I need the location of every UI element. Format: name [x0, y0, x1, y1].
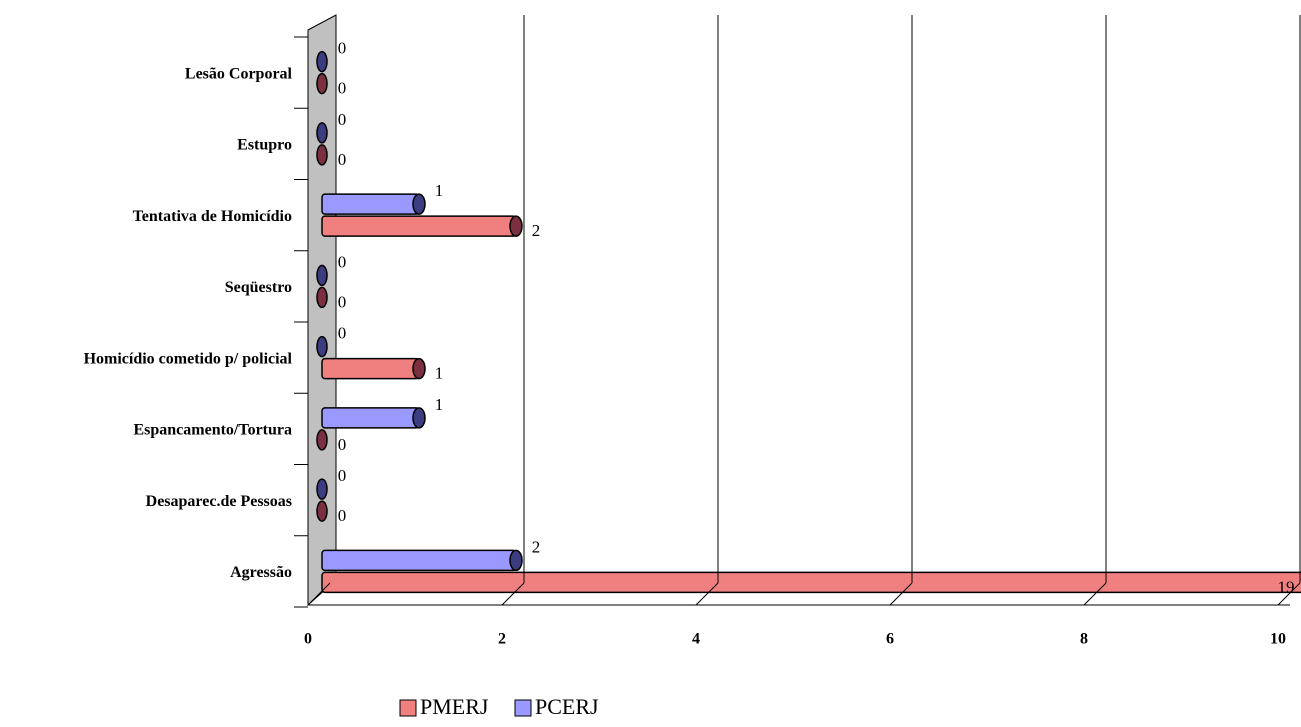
bar-body	[321, 571, 1301, 594]
bar	[316, 50, 328, 73]
bar-cap	[316, 478, 328, 500]
bar-cap	[316, 50, 328, 73]
bar-cap	[316, 144, 328, 166]
value-label: 0	[338, 79, 347, 98]
bar-cap	[509, 549, 523, 572]
value-label: 0	[338, 324, 347, 343]
bar-body	[321, 193, 420, 215]
bar	[321, 215, 523, 237]
bar-cap	[412, 357, 426, 380]
floor-tick	[307, 582, 331, 606]
bar	[316, 429, 328, 451]
legend-swatch	[514, 699, 532, 717]
bar-body	[321, 407, 420, 429]
value-label: 1	[435, 395, 444, 414]
floor-tick	[1083, 582, 1107, 606]
value-label: 0	[338, 435, 347, 454]
bar-cap	[316, 122, 328, 144]
x-tick-label: 8	[1080, 631, 1088, 648]
bar-cap	[316, 500, 328, 522]
legend-swatch	[399, 699, 417, 717]
bar-cap	[412, 193, 426, 215]
value-label: 0	[338, 252, 347, 271]
value-label: 0	[338, 506, 347, 525]
legend-label: PMERJ	[420, 694, 489, 719]
bar	[316, 122, 328, 144]
value-label: 0	[338, 292, 347, 311]
y-tick-label: Homicídio cometido p/ policial	[84, 350, 293, 367]
value-label: 19	[1278, 577, 1295, 596]
bar	[321, 571, 1301, 594]
y-tick-label: Seqüestro	[225, 279, 292, 296]
value-label: 0	[338, 110, 347, 129]
y-tick-label: Agressão	[230, 564, 292, 581]
bar	[316, 144, 328, 166]
bar	[316, 478, 328, 500]
bar-cap	[412, 407, 426, 429]
value-label: 0	[338, 150, 347, 169]
bar-cap	[316, 72, 328, 95]
value-label: 0	[338, 466, 347, 485]
y-tick-label: Estupro	[237, 137, 292, 154]
x-tick-label: 6	[886, 631, 894, 648]
bar	[321, 407, 426, 429]
bar	[321, 357, 426, 380]
bar-cap	[316, 264, 328, 287]
floor-tick	[889, 582, 913, 606]
bar	[316, 286, 328, 309]
bar	[316, 500, 328, 522]
x-tick-label: 10	[1270, 631, 1286, 648]
x-tick-label: 2	[498, 631, 506, 648]
bar-cap	[316, 286, 328, 309]
bar-cap	[509, 215, 523, 237]
bar-body	[321, 357, 420, 380]
bar-body	[321, 549, 517, 572]
legend-label: PCERJ	[535, 694, 599, 719]
value-label: 2	[532, 221, 541, 240]
value-label: 0	[338, 39, 347, 58]
floor-tick	[501, 582, 525, 606]
bar	[321, 193, 426, 215]
bar-body	[321, 215, 517, 237]
bar	[316, 335, 328, 358]
floor-tick	[1277, 582, 1301, 606]
value-label: 1	[435, 364, 444, 383]
value-label: 2	[532, 537, 541, 556]
value-label: 1	[435, 181, 444, 200]
bar	[316, 264, 328, 287]
bar	[321, 549, 523, 572]
x-tick-label: 4	[692, 631, 700, 648]
x-tick-label: 0	[304, 631, 312, 648]
bar	[316, 72, 328, 95]
y-tick-label: Tentativa de Homicídio	[133, 208, 292, 225]
y-tick-label: Lesão Corporal	[185, 65, 293, 82]
y-tick-label: Espancamento/Tortura	[133, 422, 292, 439]
bar-cap	[316, 429, 328, 451]
bar-cap	[316, 335, 328, 358]
floor-tick	[695, 582, 719, 606]
y-tick-label: Desaparec.de Pessoas	[146, 493, 292, 510]
